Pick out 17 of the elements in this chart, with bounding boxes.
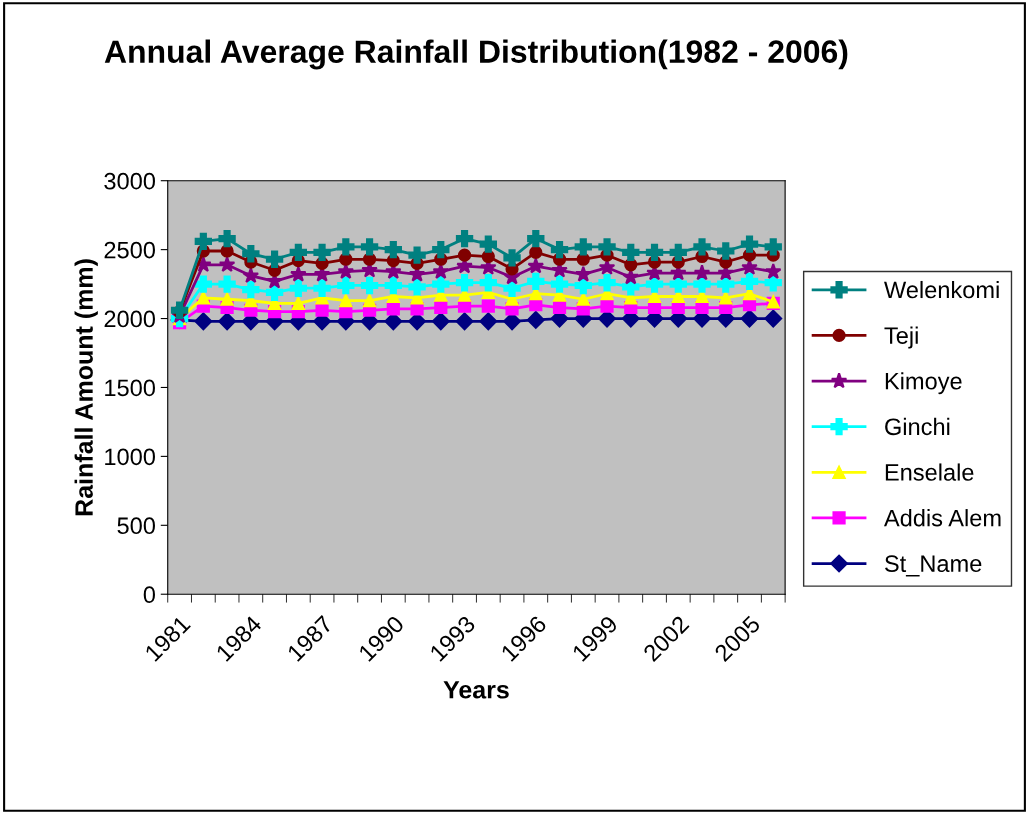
y-tick-label: 500 <box>117 517 155 535</box>
y-tick-label: 3000 <box>104 172 155 190</box>
legend-label: Kimoye <box>885 372 962 395</box>
legend-label: Ginchi <box>885 417 950 436</box>
legend-label: Addis Alem <box>883 509 1001 527</box>
y-tick-label: 2500 <box>104 241 155 259</box>
legend-label: Enselale <box>885 463 974 481</box>
chart-title: Annual Average Rainfall Distribution(1982 - 2006) <box>104 39 848 70</box>
y-tick-label: 2000 <box>104 310 155 328</box>
y-axis-title: Rainfall Amount (mm) <box>74 259 98 516</box>
y-tick-label: 0 <box>143 586 155 604</box>
legend-label: Welenkomi <box>884 280 999 299</box>
y-tick-label: 1000 <box>105 448 155 466</box>
x-axis-title: Years <box>443 681 509 699</box>
legend-label: Teji <box>884 326 918 349</box>
legend-label: St_Name <box>885 555 982 577</box>
y-tick-label: 1500 <box>105 379 155 397</box>
